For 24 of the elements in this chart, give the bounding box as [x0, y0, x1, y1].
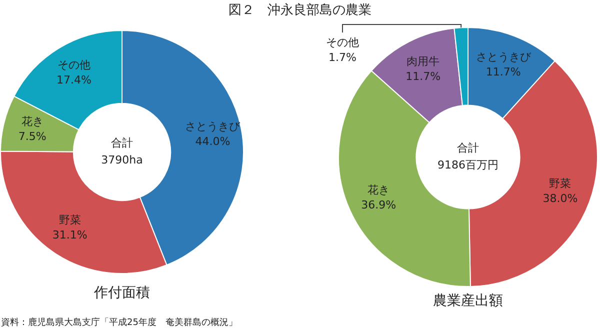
slice-label: 花き — [368, 183, 390, 196]
slice-label: 花き — [21, 115, 44, 128]
text: 資料：鹿児島県大島支庁「平成25年度 奄美群島の概況」 — [1, 316, 238, 329]
data-label: 44.0% — [195, 135, 230, 148]
slice-label: 野菜 — [549, 176, 572, 190]
slice-label: 野菜 — [58, 214, 81, 227]
text: 図２ 沖永良部島の農業 — [228, 2, 372, 19]
slice-label: さとうきび — [476, 50, 532, 64]
slice-label: 肉用牛 — [406, 54, 440, 68]
slice-label: さとうきび — [185, 120, 242, 134]
text: 農業産出額 — [432, 292, 504, 310]
data-label: 7.5% — [18, 130, 46, 144]
data-label: 11.7% — [406, 70, 441, 83]
text: 合計 3790ha — [101, 136, 143, 166]
text: 合計 9186百万円 — [438, 141, 498, 172]
slice-label: その他 — [58, 58, 90, 72]
slice-label: その他 — [326, 36, 359, 49]
data-label: 36.9% — [361, 198, 396, 212]
text: 作付面積 — [93, 284, 151, 302]
data-label: 31.1% — [52, 228, 88, 242]
data-label: 38.0% — [542, 192, 578, 205]
data-label: 11.7% — [486, 66, 521, 79]
data-label: 1.7% — [328, 50, 356, 64]
data-label: 17.4% — [56, 73, 92, 86]
